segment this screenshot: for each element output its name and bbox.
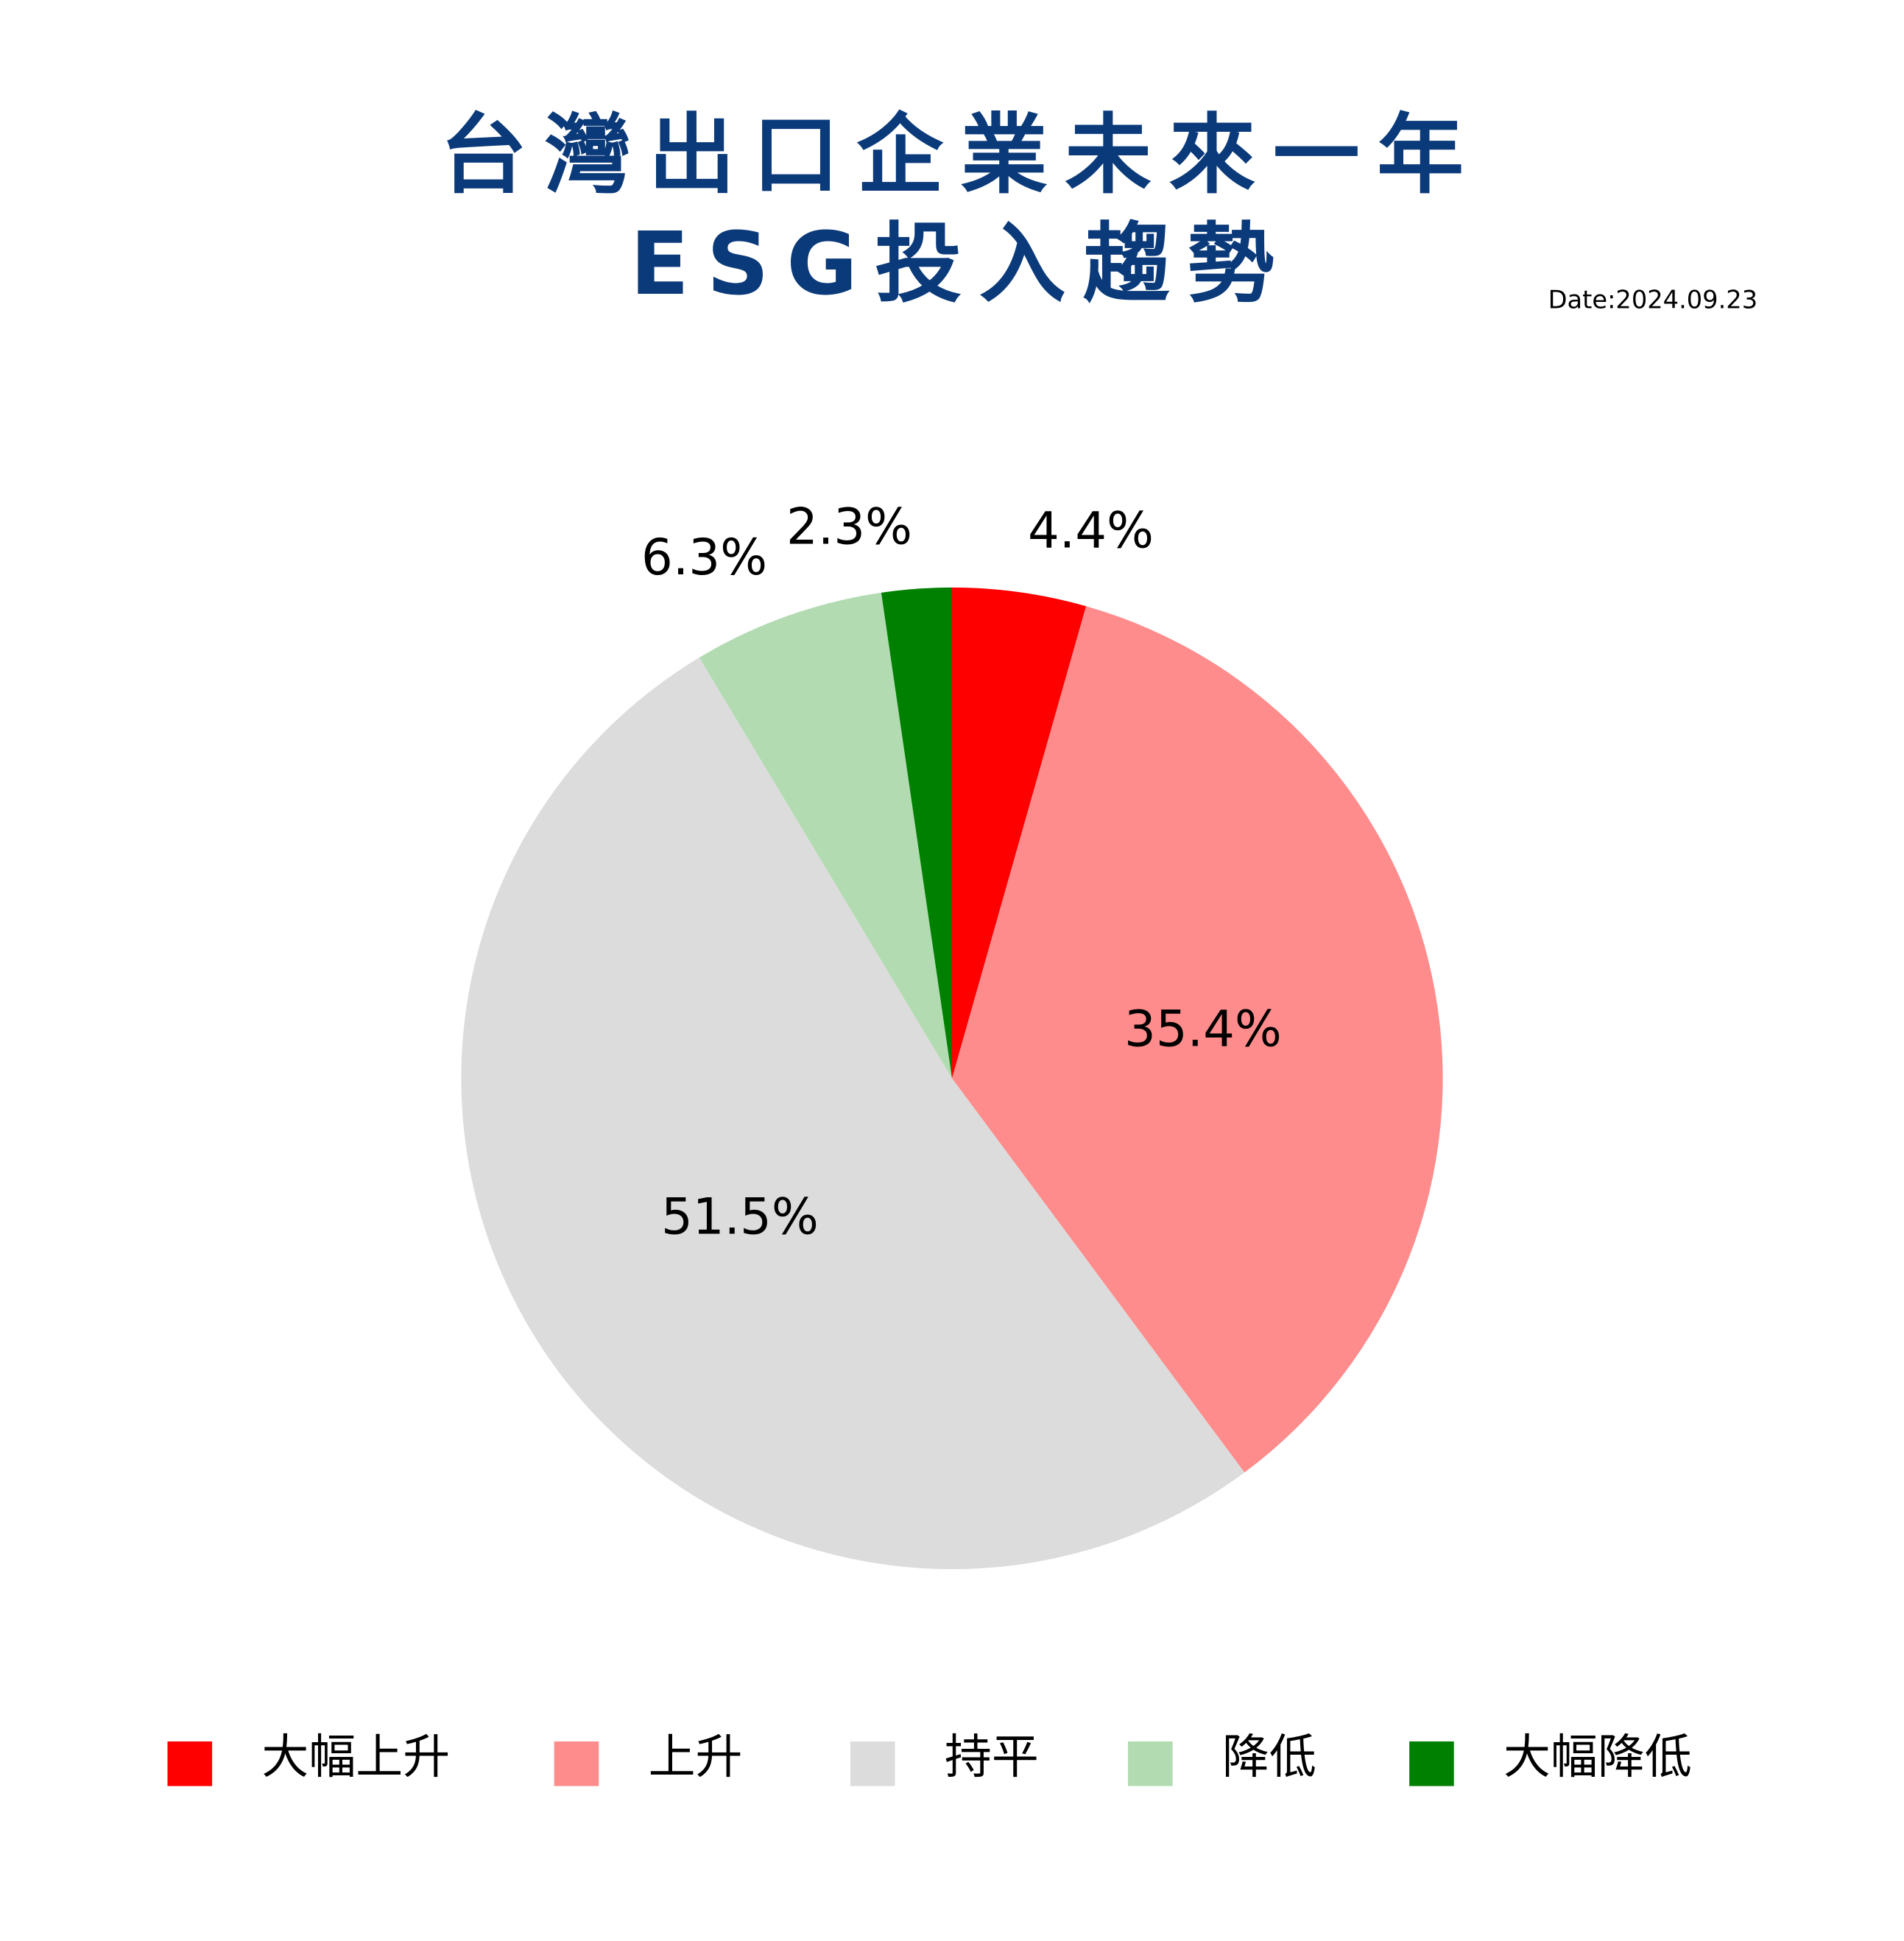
legend-label: 降低 bbox=[1222, 1730, 1316, 1785]
legend-swatch bbox=[850, 1741, 895, 1786]
data-label: 51.5% bbox=[661, 1188, 819, 1246]
legend-swatch bbox=[167, 1741, 213, 1786]
legend-swatch bbox=[1128, 1741, 1173, 1786]
date-note: Date:2024.09.23 bbox=[1548, 286, 1757, 314]
data-label: 4.4% bbox=[1028, 502, 1154, 560]
pie-slice bbox=[699, 592, 952, 1079]
legend-swatch bbox=[554, 1741, 599, 1786]
data-label: 35.4% bbox=[1124, 1001, 1282, 1058]
legend-swatch bbox=[1409, 1741, 1454, 1786]
legend-label: 上升 bbox=[649, 1730, 743, 1785]
pie-slice bbox=[461, 658, 1245, 1570]
pie-slice bbox=[952, 587, 1087, 1079]
chart-title: 台灣出口企業未來一年 bbox=[440, 105, 1481, 205]
pie-slice bbox=[881, 587, 952, 1079]
legend-label: 大幅上升 bbox=[261, 1730, 450, 1785]
data-label: 2.3% bbox=[786, 498, 912, 555]
legend-label: 持平 bbox=[945, 1730, 1039, 1785]
chart-title: ESG投入趨勢 bbox=[630, 214, 1291, 314]
legend: 大幅上升 上升 持平 降低 大幅降低 bbox=[167, 1730, 1692, 1786]
pie: 4.4% 35.4% 51.5% 6.3% 2.3% bbox=[461, 498, 1443, 1570]
data-label: 6.3% bbox=[641, 529, 767, 586]
legend-label: 大幅降低 bbox=[1503, 1730, 1692, 1785]
pie-slice bbox=[952, 606, 1443, 1473]
